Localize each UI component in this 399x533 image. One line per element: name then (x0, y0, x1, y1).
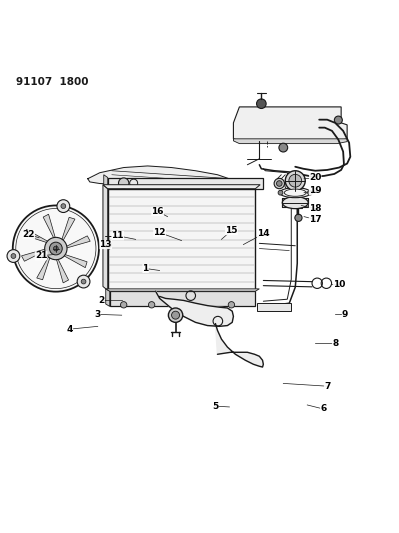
Polygon shape (106, 289, 259, 291)
Circle shape (278, 190, 283, 195)
Text: 16: 16 (151, 207, 164, 216)
Circle shape (45, 237, 67, 260)
Circle shape (13, 205, 99, 292)
Text: 22: 22 (22, 230, 35, 239)
Polygon shape (22, 248, 47, 261)
Polygon shape (106, 289, 110, 306)
Text: 5: 5 (212, 402, 219, 410)
Polygon shape (103, 185, 108, 290)
Circle shape (57, 200, 70, 213)
Polygon shape (43, 214, 56, 240)
Circle shape (148, 302, 155, 308)
Polygon shape (37, 255, 51, 280)
Text: 91107  1800: 91107 1800 (16, 77, 89, 87)
Circle shape (49, 242, 62, 255)
Ellipse shape (280, 188, 311, 198)
Text: 8: 8 (332, 338, 338, 348)
Text: 6: 6 (320, 405, 326, 414)
Text: 10: 10 (333, 280, 346, 289)
Polygon shape (25, 229, 49, 243)
Polygon shape (215, 324, 263, 367)
Circle shape (77, 275, 90, 288)
Circle shape (308, 190, 312, 195)
Text: 20: 20 (309, 173, 322, 182)
Text: 4: 4 (67, 325, 73, 334)
Text: 2: 2 (99, 296, 105, 305)
Ellipse shape (282, 197, 308, 208)
Bar (108, 189, 255, 290)
Text: 17: 17 (309, 215, 322, 224)
Circle shape (334, 116, 342, 124)
Circle shape (119, 178, 129, 188)
Circle shape (168, 308, 183, 322)
Circle shape (285, 171, 305, 191)
Circle shape (228, 302, 235, 308)
Circle shape (295, 214, 302, 221)
Text: 14: 14 (257, 229, 270, 238)
Text: 11: 11 (111, 231, 124, 240)
Polygon shape (61, 217, 75, 243)
Polygon shape (65, 236, 90, 248)
Circle shape (61, 204, 66, 208)
Bar (257, 303, 291, 311)
Circle shape (172, 311, 180, 319)
Circle shape (11, 254, 16, 259)
Polygon shape (104, 175, 108, 189)
Circle shape (120, 302, 127, 308)
Ellipse shape (284, 189, 306, 196)
Polygon shape (233, 107, 347, 141)
Text: 12: 12 (153, 228, 166, 237)
Circle shape (104, 241, 111, 248)
Text: 1: 1 (142, 264, 149, 273)
Circle shape (274, 179, 284, 189)
Circle shape (7, 249, 20, 262)
Circle shape (53, 246, 58, 251)
Polygon shape (88, 166, 241, 191)
Text: 7: 7 (324, 382, 330, 391)
Circle shape (279, 143, 288, 152)
Text: 21: 21 (35, 251, 47, 260)
Polygon shape (156, 291, 233, 326)
Polygon shape (103, 185, 260, 189)
Bar (282, 198, 308, 207)
Text: 19: 19 (309, 186, 322, 195)
Circle shape (81, 279, 86, 284)
Text: 3: 3 (95, 310, 101, 319)
Bar (110, 291, 255, 306)
Circle shape (257, 99, 266, 109)
Text: 9: 9 (342, 310, 348, 319)
Polygon shape (233, 139, 347, 143)
Circle shape (289, 174, 302, 187)
Bar (108, 177, 263, 189)
Polygon shape (56, 257, 69, 283)
Text: 13: 13 (99, 240, 112, 249)
Polygon shape (62, 254, 87, 268)
Text: 18: 18 (309, 204, 322, 213)
Circle shape (277, 181, 282, 187)
Text: 15: 15 (225, 226, 238, 235)
